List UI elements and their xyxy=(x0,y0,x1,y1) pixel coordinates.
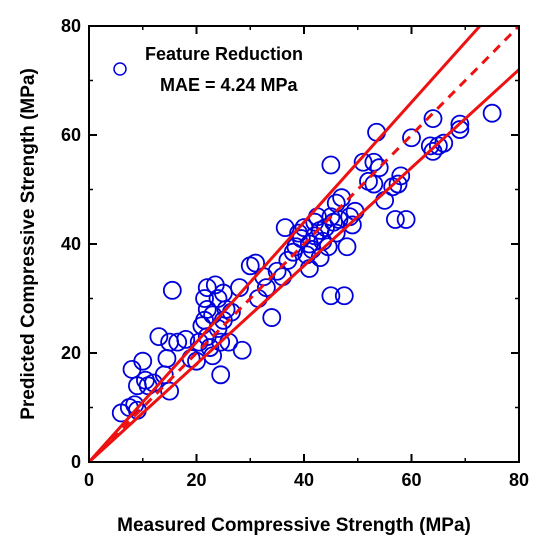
data-point xyxy=(434,133,454,153)
x-tick-label: 80 xyxy=(509,470,529,490)
reference-lines-layer xyxy=(87,24,521,464)
data-point xyxy=(262,308,282,327)
data-point xyxy=(334,286,354,306)
data-point xyxy=(160,381,180,401)
data-point xyxy=(326,223,346,243)
data-point xyxy=(450,114,470,134)
reference-line-upper-bound xyxy=(87,25,481,464)
data-point xyxy=(385,210,405,229)
data-point xyxy=(391,166,411,186)
data-point xyxy=(423,109,443,129)
x-tick-label: 60 xyxy=(401,470,421,490)
reference-line-unity xyxy=(87,24,521,464)
data-point xyxy=(402,128,421,148)
x-tick-label: 0 xyxy=(84,470,94,490)
data-point xyxy=(168,332,188,352)
data-point xyxy=(195,289,214,308)
data-point xyxy=(275,218,295,238)
legend-series-label: Feature Reduction xyxy=(145,44,303,64)
data-point xyxy=(211,332,231,352)
data-point xyxy=(337,237,357,257)
y-tick-label: 20 xyxy=(61,343,81,363)
data-point xyxy=(187,351,206,371)
data-point xyxy=(367,122,386,142)
ticks-layer: 0 20 40 60 80 0 20 40 60 80 xyxy=(61,16,529,490)
y-axis-title: Predicted Compressive Strength (MPa) xyxy=(18,68,39,420)
data-point xyxy=(482,103,502,123)
data-point xyxy=(162,280,182,300)
y-tick-label: 40 xyxy=(61,234,81,254)
y-tick-label: 60 xyxy=(61,125,81,145)
x-axis-title: Measured Compressive Strength (MPa) xyxy=(117,515,471,536)
legend-metric-label: MAE = 4.24 MPa xyxy=(160,75,299,95)
data-point xyxy=(176,329,196,349)
data-point xyxy=(149,327,169,347)
data-point xyxy=(133,351,153,371)
data-point xyxy=(329,210,349,229)
data-point xyxy=(267,261,287,281)
data-point xyxy=(246,253,266,273)
legend: Feature Reduction MAE = 4.24 MPa xyxy=(113,44,303,95)
reference-line-lower-bound xyxy=(87,68,521,464)
data-point xyxy=(364,174,384,194)
data-point xyxy=(342,215,362,235)
data-point xyxy=(211,365,231,385)
data-point xyxy=(157,349,177,368)
data-point xyxy=(369,158,389,178)
y-tick-label: 0 xyxy=(71,452,81,472)
data-point xyxy=(256,278,276,298)
data-point xyxy=(321,286,341,306)
data-point xyxy=(197,299,217,319)
data-point xyxy=(232,340,252,360)
data-point xyxy=(396,210,416,229)
x-tick-label: 20 xyxy=(186,470,206,490)
x-tick-label: 40 xyxy=(294,470,314,490)
data-point xyxy=(248,289,268,308)
data-point xyxy=(364,152,384,172)
data-point xyxy=(318,237,338,257)
data-point xyxy=(388,174,408,194)
legend-marker-icon xyxy=(113,62,127,76)
data-point xyxy=(321,155,341,175)
y-tick-label: 80 xyxy=(61,16,81,36)
